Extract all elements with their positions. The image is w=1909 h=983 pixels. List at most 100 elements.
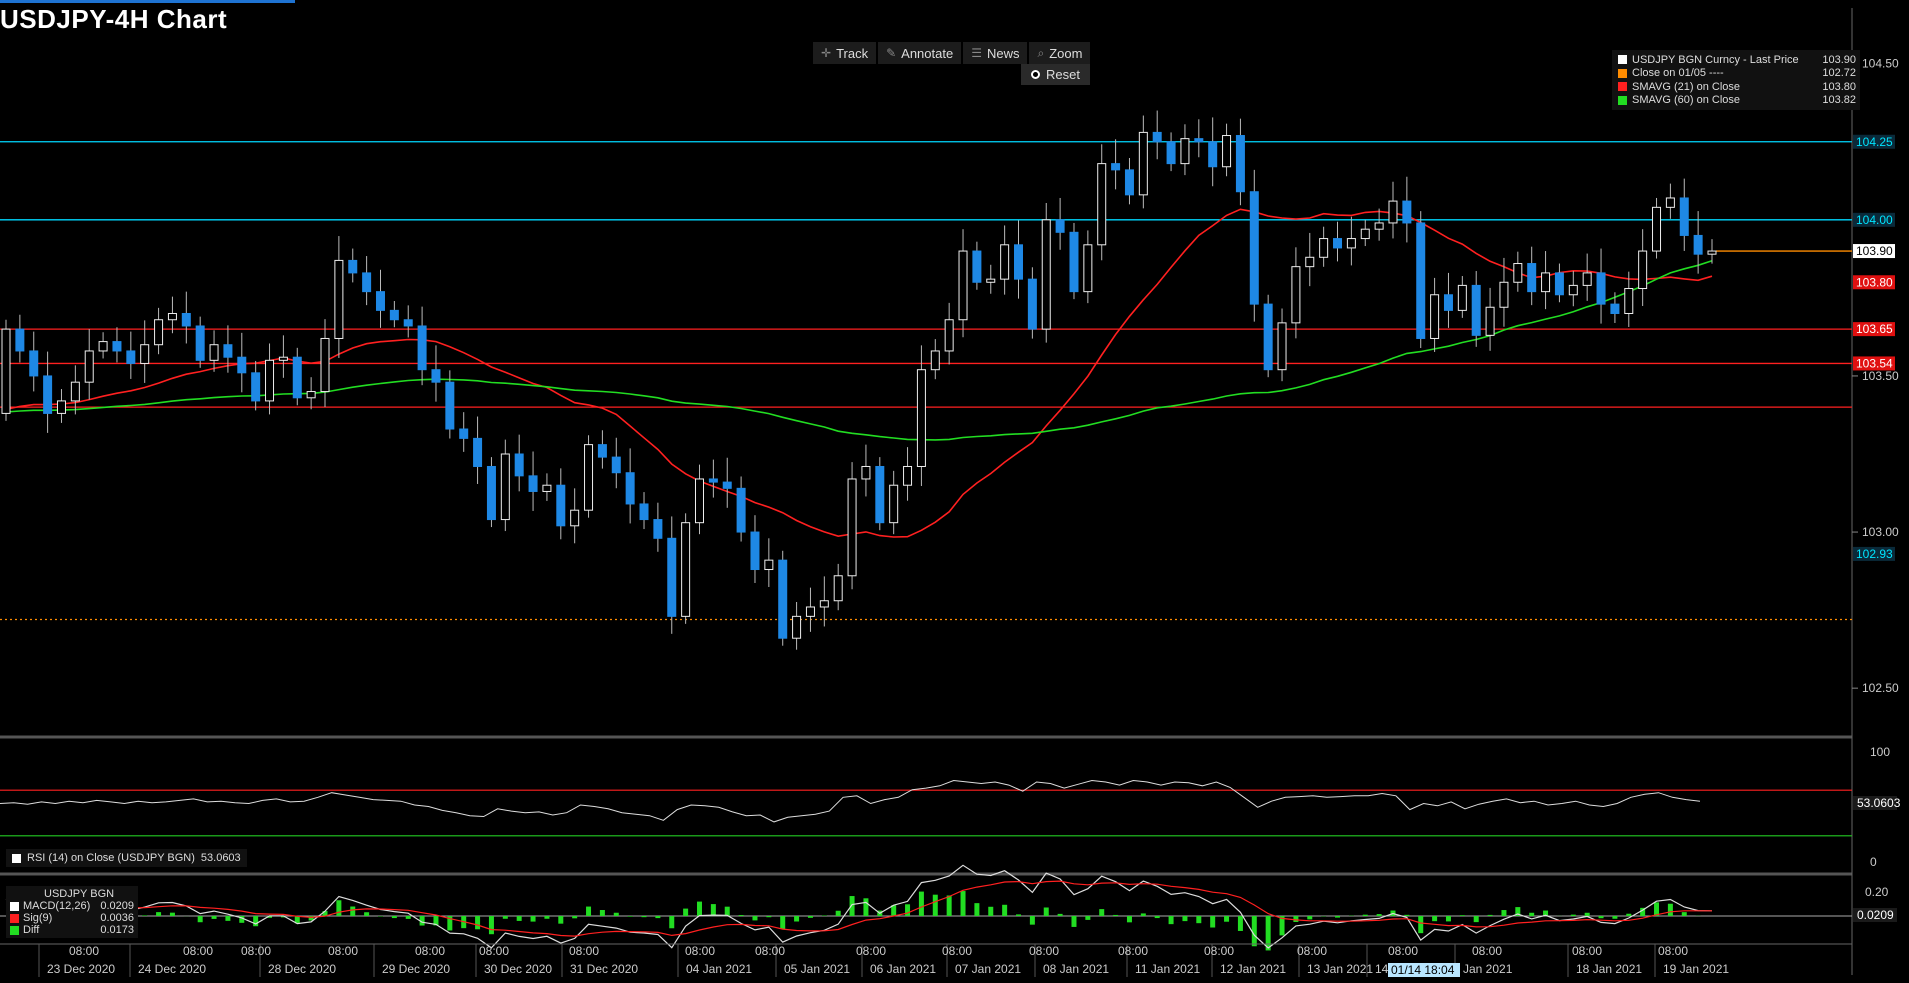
candle-body [986,278,996,283]
x-date-label: 28 Dec 2020 [268,962,336,976]
candle-body [722,481,732,489]
legend-swatch [1618,55,1627,65]
macd-histogram-bar [308,916,314,921]
candle-body [459,428,469,439]
candle [209,330,219,372]
candle [556,468,566,540]
annotate-button[interactable]: ✎ Annotate [878,42,962,64]
candle [1222,123,1232,177]
candle [1152,110,1162,160]
macd-histogram-bar [294,916,300,924]
candle-body [1,328,11,414]
candle-body [181,312,191,327]
candle [986,264,996,294]
legend-row: USDJPY BGN Curncy - Last Price 103.90 [1616,53,1856,67]
legend-label: USDJPY BGN Curncy - Last Price [1632,53,1799,66]
y-tick-label: 103.00 [1862,525,1899,539]
legend-value: 103.82 [1822,94,1856,107]
rsi-tick-label: 0 [1870,855,1877,869]
candle [500,439,510,532]
candle [278,335,288,378]
candle-body [1097,163,1107,246]
track-button[interactable]: ✛ Track [813,42,877,64]
macd-histogram-bar [558,916,564,924]
candle-body [1069,231,1079,293]
macd-histogram-bar [1043,907,1049,916]
candle-body [916,369,926,467]
macd-histogram-bar [1473,916,1479,923]
macd-histogram-bar [211,916,217,919]
candle-body [1111,163,1121,171]
candle [1554,263,1564,303]
candle [1138,115,1148,209]
candle [708,459,718,498]
candle-body [1374,222,1384,230]
candle [375,269,385,328]
candle-body [445,381,455,430]
macd-histogram-bar [197,916,203,923]
macd-histogram-bar [1071,916,1077,927]
candle-body [1624,288,1634,314]
candle [140,320,150,383]
candle [348,248,358,283]
candle [43,351,53,433]
news-button[interactable]: ☰ News [963,42,1028,64]
macd-histogram-bar [683,908,689,916]
candle [1319,226,1329,267]
candle [1000,225,1010,295]
candle [764,538,774,588]
candle-body [1693,234,1703,255]
candle-body [1430,294,1440,339]
y-tick-label: 103.50 [1862,369,1899,383]
candle [792,601,802,650]
legend-swatch [1618,95,1627,105]
candle-body [43,375,53,414]
candle-body [930,350,940,371]
x-time-label: 08:00 [328,944,358,958]
candle-body [750,531,760,571]
candle-body [1305,256,1315,268]
macd-legend-title: USDJPY BGN [44,888,115,900]
x-date-label: 24 Dec 2020 [138,962,206,976]
zoom-button[interactable]: ⌕ Zoom [1029,42,1091,64]
candle-body [1166,141,1176,165]
candle-body [1499,281,1509,308]
candle [126,331,136,379]
candle-body [98,341,108,352]
candle-body [237,356,247,374]
candle [889,470,899,535]
x-time-label: 08:00 [1297,944,1327,958]
candle-body [1277,322,1287,371]
macd-histogram-bar [1279,916,1285,936]
candle [1194,119,1204,158]
macd-histogram-bar [530,916,536,922]
candle-body [861,465,871,480]
candle-body [1346,238,1356,249]
macd-histogram-bar [1307,916,1313,920]
x-date-label: 07 Jan 2021 [955,962,1021,976]
candle [195,316,205,368]
x-time-label: 08:00 [856,944,886,958]
macd-histogram-bar [1196,916,1202,924]
candle [1443,272,1453,328]
candle [1402,176,1412,243]
candle [916,345,926,486]
macd-histogram-bar [1584,912,1590,916]
x-date-label: 06 Jan 2021 [870,962,936,976]
candle-body [792,615,802,639]
x-date-label: 23 Dec 2020 [47,962,115,976]
reset-button[interactable]: Reset [1021,64,1090,85]
candle-body [1222,135,1232,168]
candle-body [597,444,607,458]
candle [15,314,25,363]
candle-body [1443,294,1453,311]
candle [1374,208,1384,241]
candle-body [15,328,25,352]
macd-histogram-bar [1640,907,1646,916]
macd-histogram-bar [863,898,869,916]
macd-histogram-bar [794,916,800,922]
x-time-label: 08:00 [1388,944,1418,958]
candle [70,365,80,415]
macd-histogram-bar [1168,916,1174,925]
